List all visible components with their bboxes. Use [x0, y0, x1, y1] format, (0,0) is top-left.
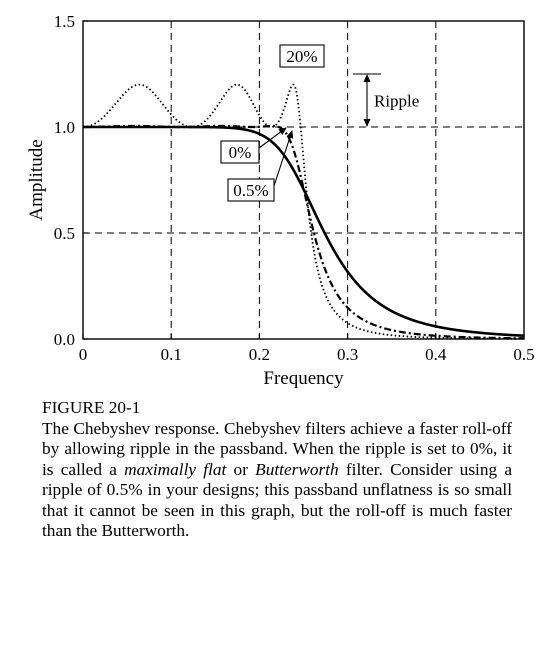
figure-caption: FIGURE 20-1 The Chebyshev response. Cheb…	[42, 398, 512, 542]
y-tick-label: 1.0	[54, 118, 75, 137]
x-axis-title: Frequency	[263, 368, 344, 389]
annotations: 20% 0% 0.5% Ripple	[220, 44, 419, 202]
series-layer	[82, 83, 525, 340]
caption-body: The Chebyshev response. Chebyshev filter…	[42, 419, 512, 542]
y-tick-label: 1.5	[54, 12, 75, 31]
series-label-05pct: 0.5%	[233, 181, 268, 200]
ripple-label: Ripple	[374, 92, 419, 111]
y-tick-label: 0.5	[54, 224, 75, 243]
caption-title: FIGURE 20-1	[42, 398, 141, 417]
series-label-20pct: 20%	[286, 47, 317, 66]
chart: 0 0.1 0.2 0.3 0.4 0.5 0.0 0.5 1.0 1.5 Amplitude F…	[26, 12, 535, 389]
x-tick-label: 0	[79, 345, 88, 364]
y-axis-title: Amplitude	[26, 139, 47, 220]
x-tick-label: 0.1	[161, 345, 182, 364]
caption-body-text-1: The Chebyshev response. Chebyshev filter…	[42, 418, 512, 479]
x-tick-label: 0.2	[249, 345, 270, 364]
x-tick-label: 0.3	[337, 345, 358, 364]
grid	[83, 21, 524, 339]
series-line-0pct	[82, 125, 525, 337]
caption-term-butterworth: Butterworth	[255, 459, 339, 479]
caption-body-text-3: filter. Consider using a ripple of 0.5% …	[42, 459, 513, 541]
ticks: 0 0.1 0.2 0.3 0.4 0.5 0.0 0.5 1.0 1.5	[54, 12, 535, 364]
series-line-20pct	[82, 83, 525, 340]
label-box-20pct	[279, 44, 325, 68]
x-tick-label: 0.4	[425, 345, 447, 364]
series-label-0pct: 0%	[229, 143, 252, 162]
label-box-0pct	[220, 140, 260, 164]
plot-frame	[82, 20, 525, 340]
caption-body-text-2: or	[226, 459, 256, 479]
caption-term-maximally-flat: maximally flat	[124, 459, 227, 479]
y-tick-label: 0.0	[54, 330, 75, 349]
series-line-05pct	[82, 124, 525, 340]
label-box-05pct	[227, 178, 275, 202]
leader-arrow-05pct	[273, 130, 294, 187]
x-tick-label: 0.5	[513, 345, 534, 364]
leader-arrow-0pct	[258, 127, 287, 149]
